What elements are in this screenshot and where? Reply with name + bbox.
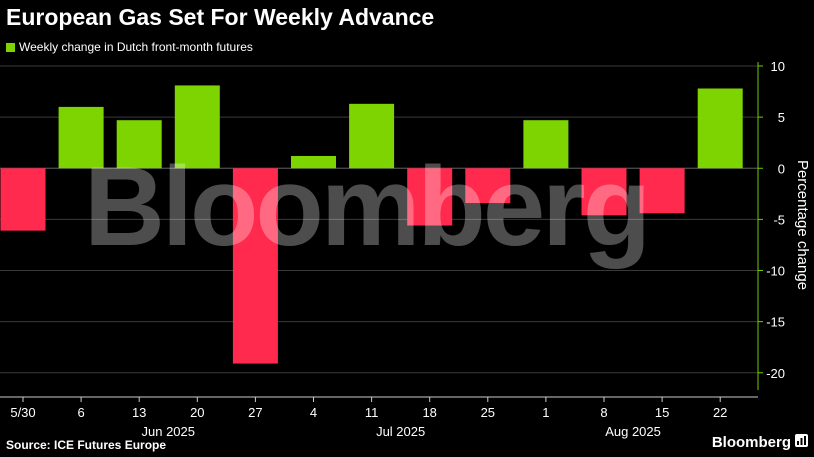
y-tick-label: -15 xyxy=(766,315,785,330)
x-tick-label: 5/30 xyxy=(10,405,35,420)
bar xyxy=(523,120,569,169)
y-tick-label: -10 xyxy=(766,264,785,279)
y-tick-label: 10 xyxy=(771,59,785,74)
x-tick-label: 18 xyxy=(422,405,436,420)
legend-label: Weekly change in Dutch front-month futur… xyxy=(19,40,253,54)
brand-name: Bloomberg xyxy=(711,434,791,451)
bar xyxy=(697,88,743,169)
x-tick-label: 20 xyxy=(190,405,204,420)
bar xyxy=(58,106,104,169)
chart-title: European Gas Set For Weekly Advance xyxy=(6,4,435,30)
bar xyxy=(349,103,395,169)
x-tick-label: 4 xyxy=(310,405,317,420)
bar xyxy=(0,168,46,231)
y-tick-label: 0 xyxy=(778,161,785,176)
y-tick-label: 5 xyxy=(778,110,785,125)
x-tick-label: 11 xyxy=(365,405,379,420)
bar xyxy=(407,168,453,226)
x-tick-label: 6 xyxy=(77,405,84,420)
month-label: Jun 2025 xyxy=(142,424,196,439)
x-tick-label: 15 xyxy=(655,405,669,420)
bar xyxy=(174,85,220,169)
x-tick-label: 1 xyxy=(542,405,549,420)
x-tick-label: 25 xyxy=(481,405,495,420)
chart-icon xyxy=(795,434,808,451)
bar xyxy=(581,168,627,216)
y-tick-label: -5 xyxy=(773,212,785,227)
x-tick-label: 13 xyxy=(132,405,146,420)
x-tick-label: 27 xyxy=(248,405,262,420)
bar xyxy=(116,120,162,169)
bar xyxy=(291,155,336,169)
bar xyxy=(232,168,278,364)
legend: Weekly change in Dutch front-month futur… xyxy=(6,40,253,54)
bar xyxy=(465,168,511,204)
bar xyxy=(639,168,685,214)
month-label: Jul 2025 xyxy=(376,424,425,439)
brand-logo: Bloomberg xyxy=(712,434,808,451)
legend-swatch xyxy=(6,42,15,52)
x-tick-label: 8 xyxy=(600,405,607,420)
month-label: Aug 2025 xyxy=(605,424,661,439)
x-tick-label: 22 xyxy=(713,405,727,420)
source-note: Source: ICE Futures Europe xyxy=(6,438,167,452)
y-axis-title: Percentage change xyxy=(794,160,811,290)
y-tick-label: -20 xyxy=(766,366,785,381)
